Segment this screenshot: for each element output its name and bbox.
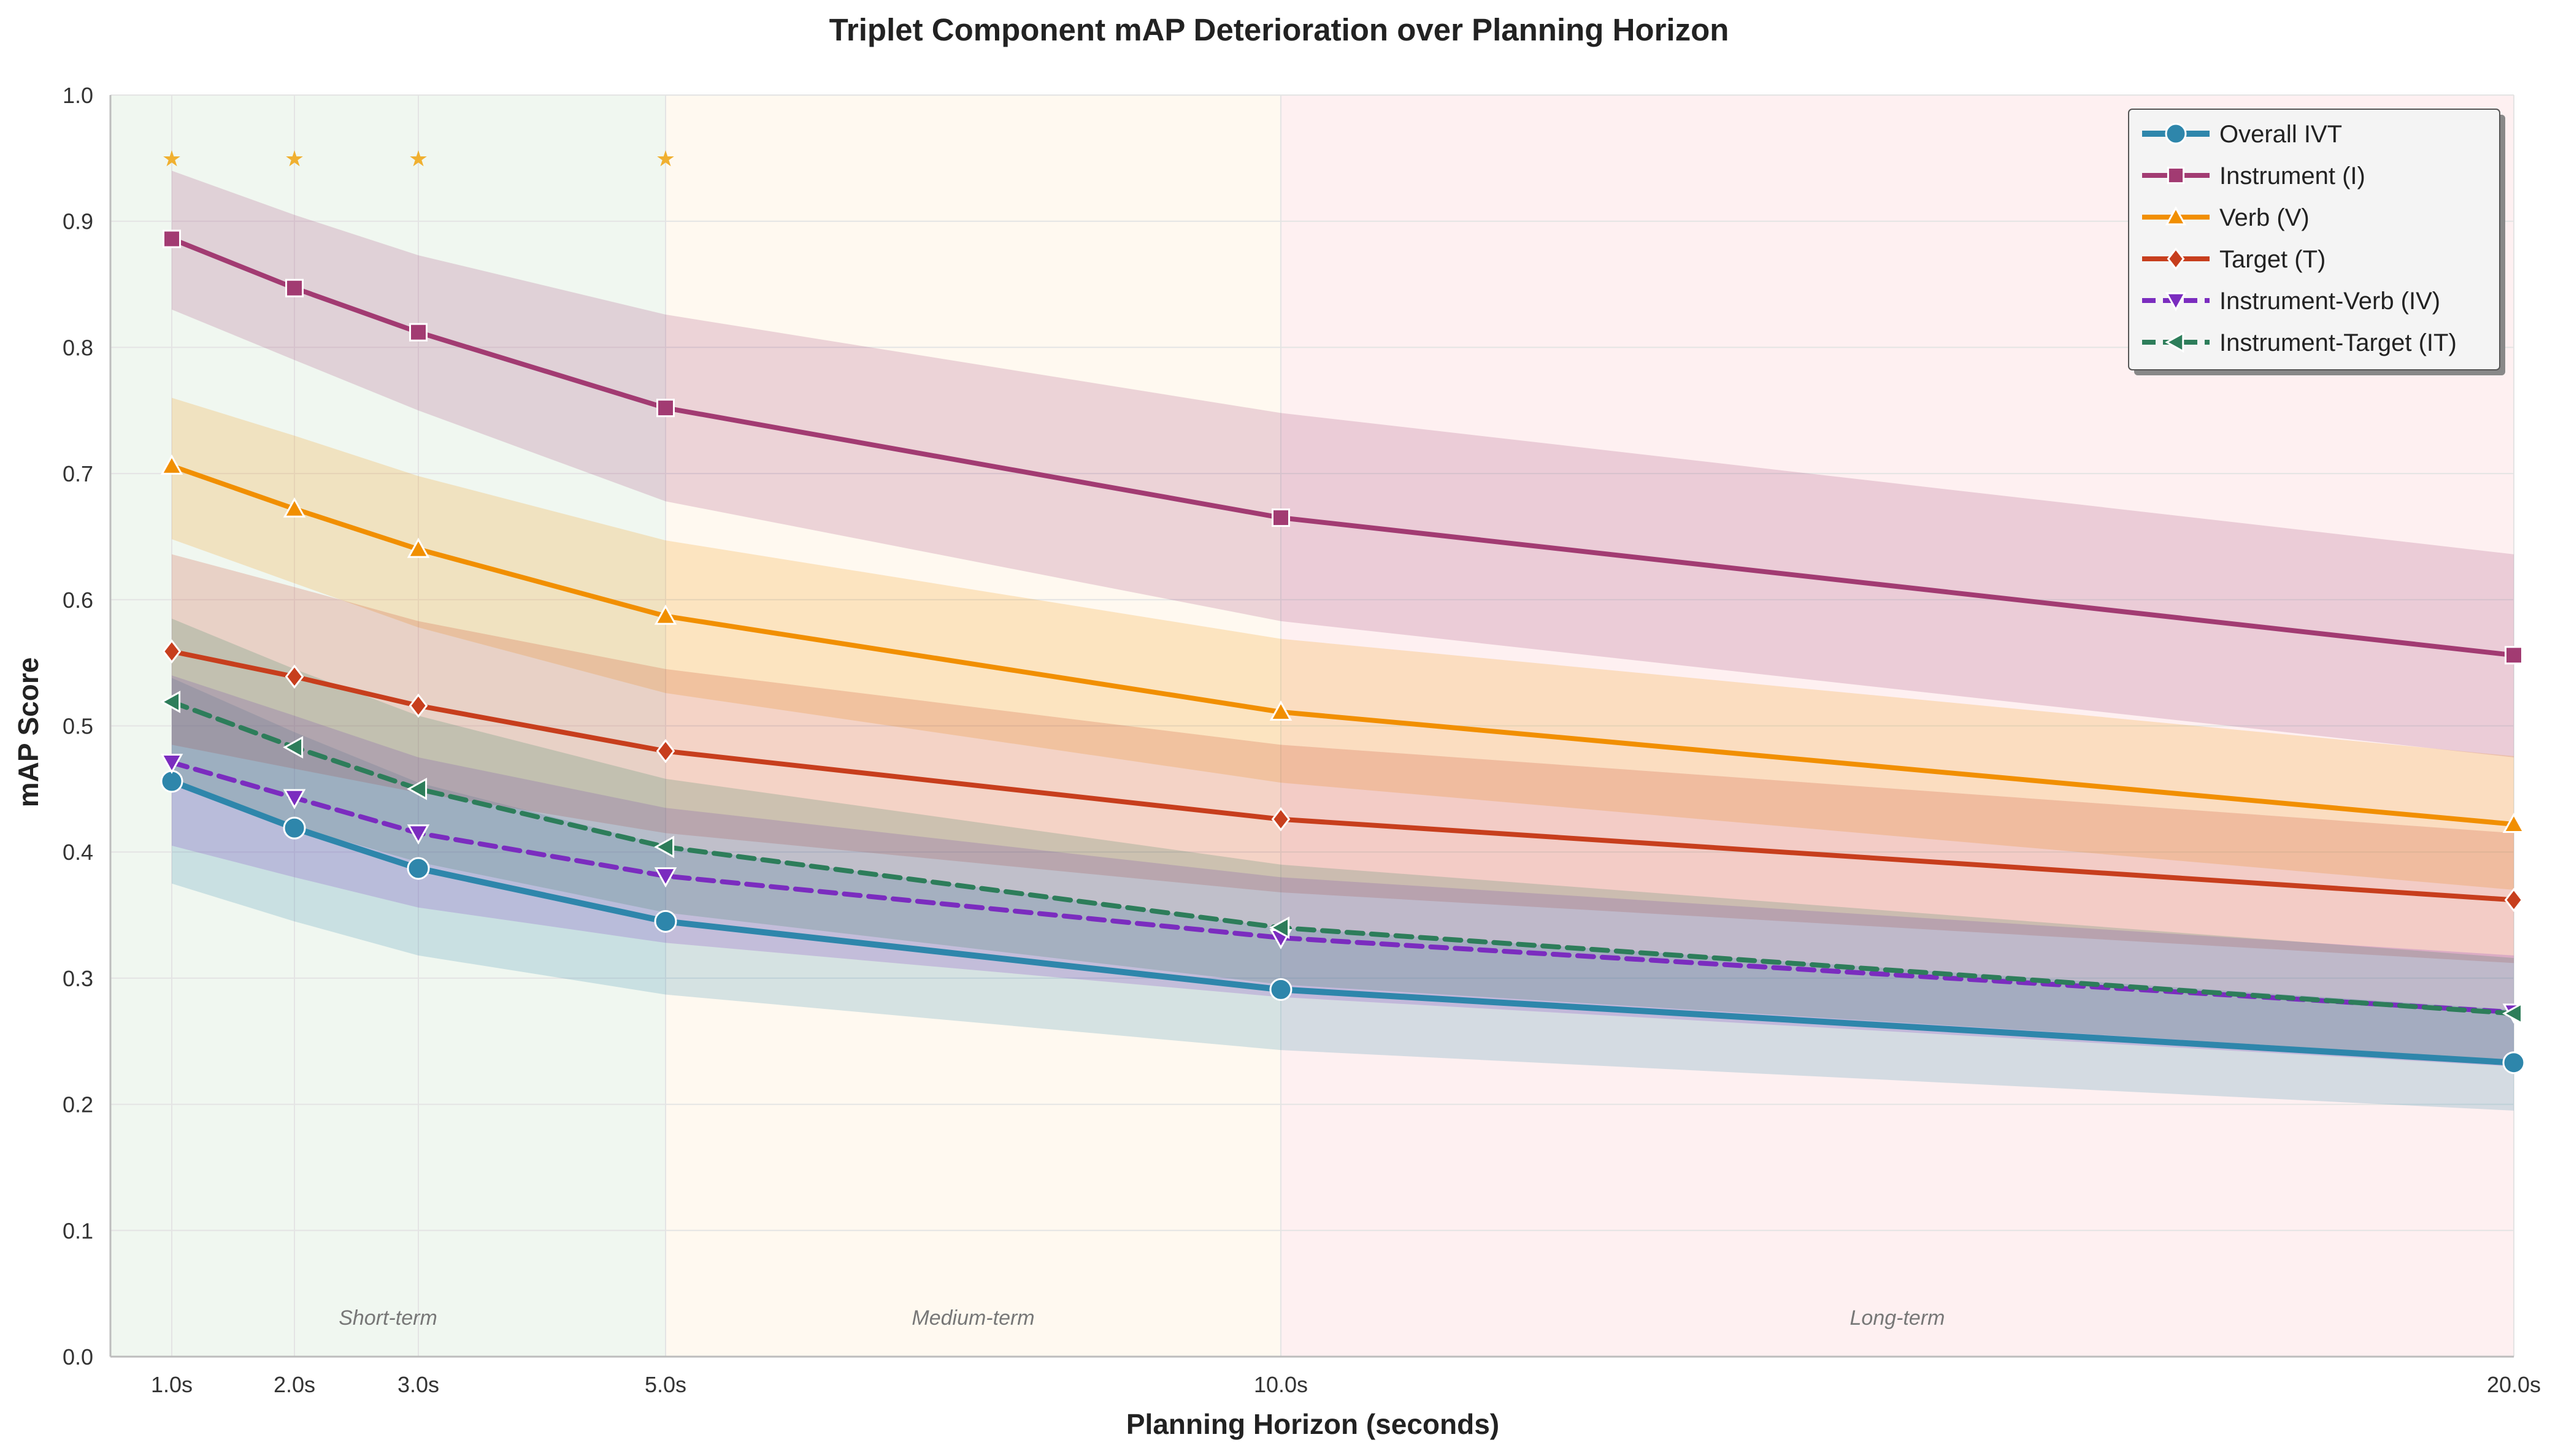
region-label: Long-term — [1850, 1306, 1945, 1330]
tick-labels: 0.0 0.1 0.2 0.3 0.4 0.5 0.6 0.7 0.8 0.9 1.0 1.0s 2.0… — [63, 83, 2541, 1397]
point-target-t — [409, 693, 428, 718]
point-instrument-i — [656, 399, 675, 418]
line-instrument-i — [169, 236, 2516, 658]
y-tick-label: 1.0 — [63, 83, 93, 108]
y-tick-label: 0.3 — [63, 966, 93, 991]
point-overall-ivt — [1269, 978, 1292, 1001]
legend-box — [2128, 109, 2500, 370]
point-overall-ivt — [654, 910, 677, 933]
point-target-t — [285, 664, 304, 689]
y-axis-label: mAP Score — [12, 657, 44, 808]
point-instrument-target-it — [2502, 1002, 2523, 1025]
point-instrument-target-it — [160, 691, 181, 713]
point-instrument-i — [1272, 508, 1290, 527]
y-tick-label: 0.2 — [63, 1092, 93, 1117]
y-tick-label: 0.5 — [63, 714, 93, 739]
band-instrument-target-it- — [172, 618, 2514, 1060]
point-overall-ivt — [160, 770, 183, 793]
point-overall-ivt — [407, 857, 430, 880]
point-instrument-verb-iv — [654, 867, 677, 888]
point-instrument-i — [2505, 646, 2523, 665]
y-tick-label: 0.4 — [63, 840, 93, 865]
significance-star: ★ — [162, 146, 182, 171]
band-instrument-i- — [172, 171, 2514, 757]
significance-star: ★ — [409, 146, 428, 171]
line-verb-v — [169, 463, 2516, 827]
y-tick-label: 0.0 — [63, 1344, 93, 1370]
x-tick-label: 2.0s — [274, 1372, 315, 1397]
point-instrument-target-it — [283, 736, 304, 759]
region-label: Short-term — [339, 1306, 437, 1330]
line-instrument-target-it — [169, 699, 2516, 1016]
band-instrument-verb-iv- — [172, 675, 2514, 1067]
point-target-t — [162, 639, 182, 664]
point-instrument-target-it — [654, 835, 675, 859]
region-labels: Short-term Medium-term Long-term — [339, 1306, 1945, 1330]
point-instrument-target-it — [1269, 916, 1290, 939]
line-overall-ivt — [169, 778, 2517, 1066]
significance-star: ★ — [285, 146, 304, 171]
legend-label-instrument-verb-iv: Instrument-Verb (IV) — [2219, 288, 2440, 315]
line-instrument-verb-iv — [169, 760, 2516, 1015]
band-overall-ivt — [172, 678, 2514, 1111]
axes — [109, 95, 2514, 1358]
legend-label-target-t: Target (T) — [2219, 246, 2326, 273]
chart-title: Triplet Component mAP Deterioration over… — [829, 12, 1729, 47]
point-verb-v — [160, 454, 183, 475]
x-axis-label: Planning Horizon (seconds) — [1126, 1408, 1499, 1440]
point-verb-v — [2502, 813, 2525, 833]
significance-markers: ★ ★ ★ ★ — [162, 146, 675, 171]
y-tick-label: 0.6 — [63, 588, 93, 613]
x-tick-label: 3.0s — [398, 1372, 439, 1397]
legend-marker-overall-ivt — [2165, 123, 2187, 145]
point-instrument-verb-iv — [283, 789, 306, 810]
x-tick-label: 1.0s — [151, 1372, 193, 1397]
x-tick-label: 20.0s — [2487, 1372, 2541, 1397]
point-target-t — [656, 738, 675, 764]
legend-label-overall-ivt: Overall IVT — [2219, 121, 2342, 148]
band-verb-v- — [172, 397, 2514, 890]
point-verb-v — [654, 604, 677, 625]
point-instrument-i — [163, 229, 181, 248]
point-verb-v — [407, 537, 430, 558]
point-instrument-verb-iv — [407, 824, 430, 845]
series-lines — [169, 236, 2517, 1066]
x-tick-label: 5.0s — [645, 1372, 686, 1397]
legend: Overall IVT Instrument (I) Verb (V) Target … — [2128, 109, 2505, 375]
y-tick-label: 0.8 — [63, 335, 93, 360]
legend-label-verb-v: Verb (V) — [2219, 204, 2310, 231]
y-tick-label: 0.7 — [63, 461, 93, 486]
legend-label-instrument-i: Instrument (I) — [2219, 163, 2365, 190]
point-instrument-i — [409, 323, 428, 342]
point-target-t — [1271, 807, 1291, 832]
point-target-t — [2504, 887, 2524, 913]
point-overall-ivt — [283, 816, 306, 840]
point-overall-ivt — [2502, 1051, 2525, 1075]
point-verb-v — [1269, 700, 1292, 721]
legend-marker-instrument-target-it — [2165, 331, 2184, 353]
legend-label-instrument-target-it: Instrument-Target (IT) — [2219, 329, 2457, 356]
significance-star: ★ — [656, 146, 675, 171]
x-tick-label: 10.0s — [1254, 1372, 1308, 1397]
point-verb-v — [283, 497, 306, 518]
line-target-t — [169, 649, 2516, 903]
point-instrument-verb-iv — [160, 754, 183, 774]
legend-marker-instrument-i — [2167, 166, 2185, 185]
y-tick-label: 0.9 — [63, 209, 93, 234]
region-label: Medium-term — [912, 1306, 1034, 1330]
legend-marker-instrument-verb-iv — [2165, 292, 2187, 312]
y-tick-label: 0.1 — [63, 1218, 93, 1243]
legend-marker-target-t — [2167, 247, 2185, 270]
series-markers — [160, 229, 2525, 1075]
point-instrument-i — [285, 278, 304, 297]
legend-marker-verb-v — [2165, 206, 2187, 226]
point-instrument-target-it — [407, 778, 428, 800]
